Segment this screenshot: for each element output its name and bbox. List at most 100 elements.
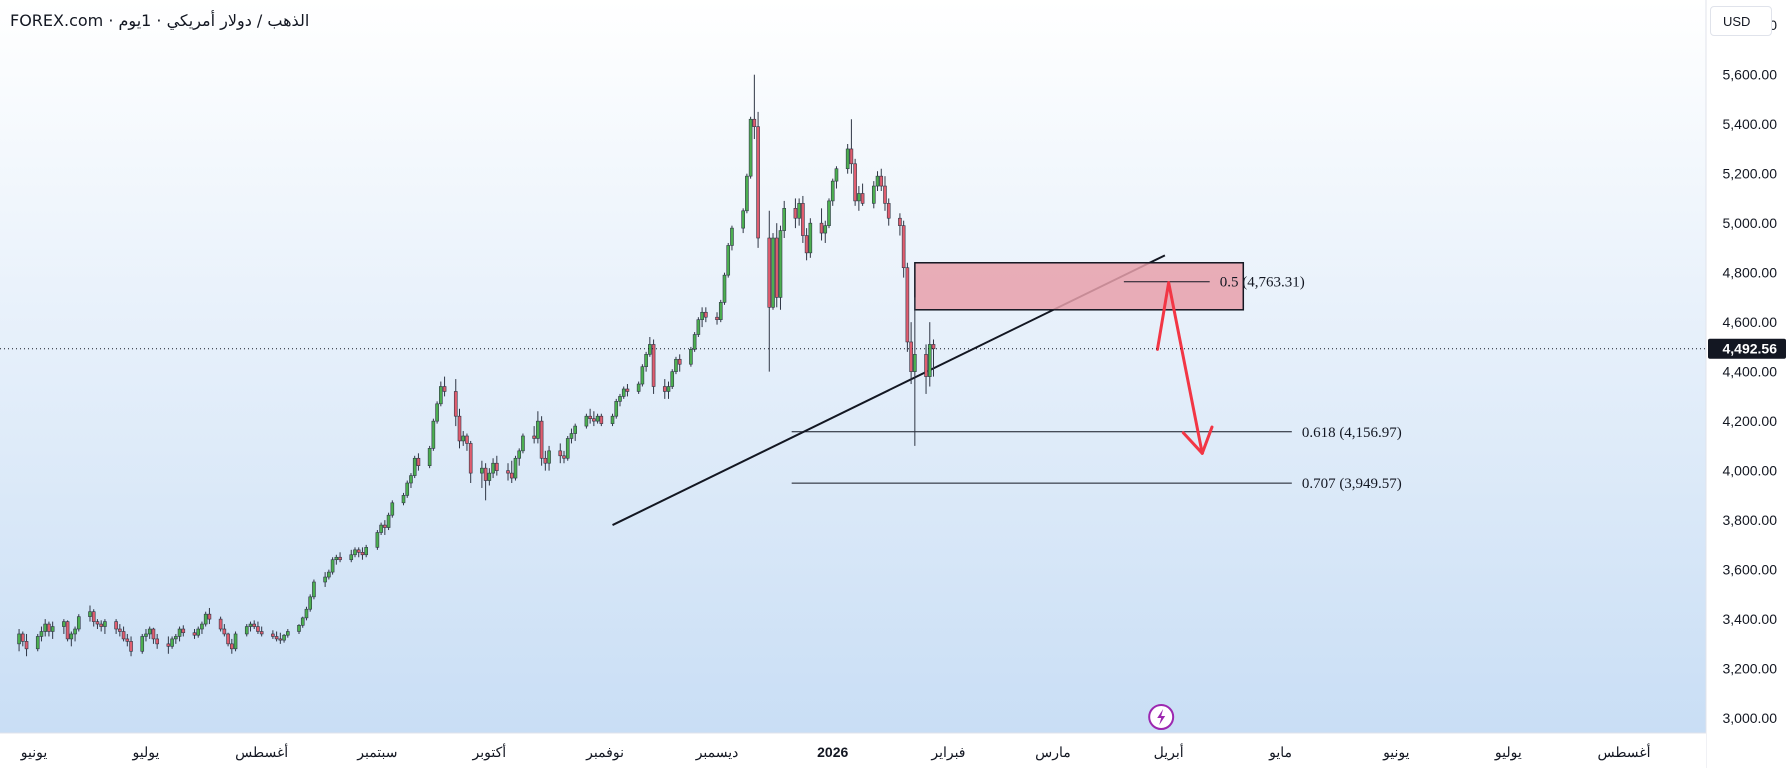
candle-down <box>259 631 264 635</box>
candle-up <box>412 457 417 476</box>
candle-up <box>375 532 380 548</box>
candle-down <box>360 552 365 556</box>
y-tick-label: 3,000.00 <box>1723 710 1778 726</box>
y-tick-label: 4,800.00 <box>1723 265 1778 281</box>
candle-up <box>196 628 201 636</box>
candle-up <box>62 621 66 627</box>
candle-up <box>364 547 368 556</box>
candle-down <box>625 388 630 392</box>
candle-up <box>547 450 551 464</box>
candle-up <box>286 631 290 636</box>
candle-down <box>931 344 936 350</box>
x-tick-label: مايو <box>1268 744 1292 761</box>
candle-down <box>226 633 230 645</box>
y-tick-label: 5,400.00 <box>1723 116 1778 132</box>
candle-up <box>808 222 813 254</box>
resistance-zone[interactable] <box>914 262 1245 311</box>
candle-up <box>722 274 727 303</box>
x-tick-label: أغسطس <box>1597 742 1650 761</box>
candle-down <box>562 455 566 459</box>
candle-down <box>218 618 223 630</box>
y-tick-label: 5,200.00 <box>1723 166 1778 182</box>
broker-name: FOREX.com <box>10 11 104 30</box>
candle-down <box>901 225 906 269</box>
candle-down <box>860 193 865 204</box>
candle-up <box>517 450 522 459</box>
projection-arrow-head <box>1181 431 1204 455</box>
x-tick-label: أكتوبر <box>472 742 507 761</box>
y-tick-label: 4,200.00 <box>1723 413 1778 429</box>
candle-down <box>752 118 757 127</box>
candle-up <box>797 203 801 219</box>
candle-up <box>640 366 645 385</box>
candle-down <box>47 623 51 632</box>
candle-up <box>244 626 249 635</box>
candle-down <box>704 311 708 318</box>
candle-up <box>480 467 484 474</box>
candle-up <box>584 415 589 427</box>
candle-up <box>927 344 932 377</box>
candle-up <box>536 420 540 439</box>
candle-up <box>636 383 641 392</box>
candle-up <box>312 581 316 598</box>
candle-up <box>491 462 495 474</box>
candle-down <box>662 386 667 392</box>
candle-up <box>913 354 917 372</box>
candle-up <box>248 623 253 627</box>
projection-arrow[interactable] <box>1155 281 1204 455</box>
candle-down <box>883 185 887 204</box>
candle-down <box>274 636 279 640</box>
candle-down <box>151 628 156 640</box>
candle-up <box>644 354 648 368</box>
candle-down <box>129 641 133 652</box>
header-separator: · <box>103 11 119 30</box>
lightning-bolt-icon <box>1157 709 1166 725</box>
candle-up <box>300 617 305 626</box>
candle-down <box>532 435 536 439</box>
candle-up <box>386 514 391 528</box>
candle-down <box>588 415 592 419</box>
candle-up <box>39 631 44 637</box>
candle-up <box>745 175 749 212</box>
candle-up <box>614 401 619 417</box>
candle-up <box>103 621 107 627</box>
candle-down <box>114 621 118 630</box>
x-tick-label: 2026 <box>817 744 848 760</box>
candle-up <box>435 403 439 422</box>
candle-down <box>801 203 805 236</box>
candle-down <box>207 613 212 620</box>
candle-down <box>181 628 186 634</box>
projection-arrow-head <box>1200 425 1214 455</box>
x-tick-label: يوليو <box>132 744 160 761</box>
x-tick-label: نوفمبر <box>585 744 624 761</box>
candle-up <box>573 425 577 434</box>
candle-down <box>592 418 596 422</box>
currency-button[interactable]: USD <box>1710 6 1772 36</box>
y-tick-label: 4,000.00 <box>1723 463 1778 479</box>
time-axis-panel[interactable] <box>0 733 1706 768</box>
x-tick-label: أغسطس <box>235 742 288 761</box>
candle-up <box>748 118 753 177</box>
candle-up <box>689 349 693 365</box>
candle-down <box>99 623 103 627</box>
candle-up <box>330 559 335 573</box>
candle-down <box>767 237 772 308</box>
currency-label: USD <box>1723 13 1751 29</box>
candle-down <box>252 623 257 627</box>
price-axis-panel[interactable] <box>1706 0 1788 768</box>
candle-up <box>621 388 626 397</box>
candle-up <box>405 482 410 496</box>
candle-down <box>539 420 544 459</box>
y-tick-label: 4,400.00 <box>1723 364 1778 380</box>
candle-up <box>304 608 309 619</box>
candle-down <box>166 643 171 647</box>
candle-up <box>778 230 783 298</box>
candle-down <box>271 633 275 637</box>
x-tick-label: يوليو <box>1494 744 1522 761</box>
candle-up <box>648 344 652 355</box>
candle-down <box>192 632 197 636</box>
x-tick-label: فبراير <box>930 744 965 761</box>
candle-down <box>853 163 857 202</box>
